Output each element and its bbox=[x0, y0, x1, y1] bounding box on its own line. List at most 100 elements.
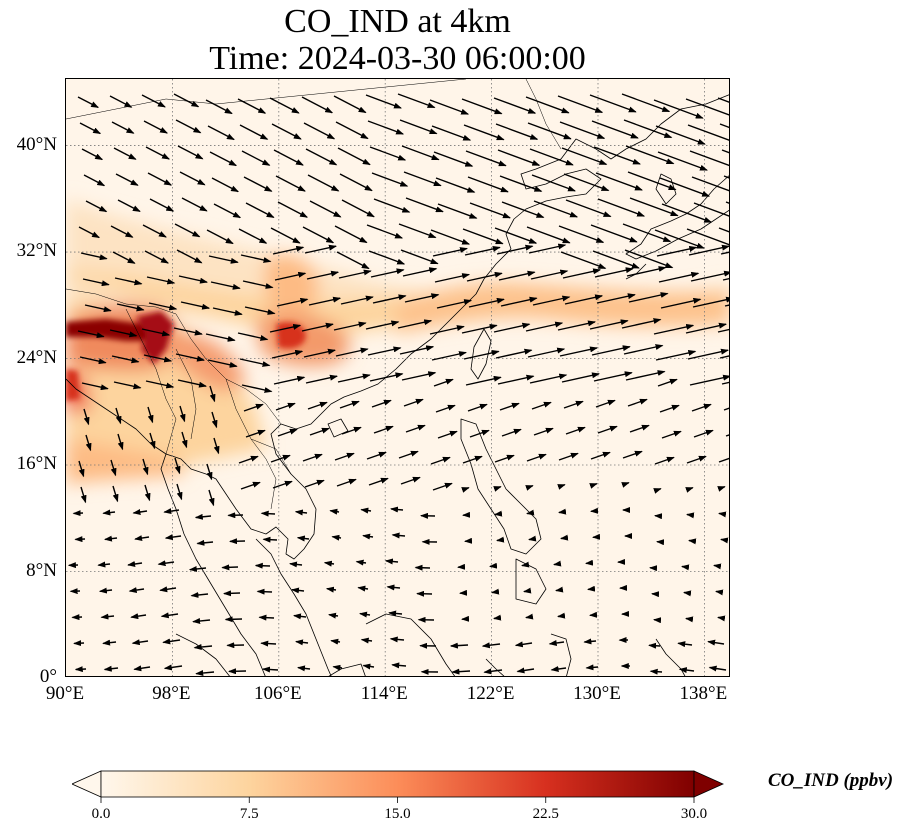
wind-arrow bbox=[623, 344, 664, 355]
wind-arrow bbox=[623, 119, 673, 139]
wind-arrow bbox=[212, 307, 243, 316]
wind-arrow bbox=[213, 203, 242, 219]
wind-arrow bbox=[399, 119, 438, 135]
wind-arrow bbox=[308, 296, 342, 306]
wind-arrow bbox=[368, 477, 389, 486]
wind-arrow bbox=[144, 484, 151, 502]
wind-arrow bbox=[433, 378, 454, 387]
wind-arrow bbox=[373, 198, 411, 213]
wind-arrow bbox=[142, 458, 149, 476]
wind-arrow bbox=[657, 378, 678, 387]
wind-arrow bbox=[260, 640, 277, 647]
wind-arrow bbox=[127, 561, 143, 567]
wind-arrow bbox=[295, 639, 309, 646]
colorbar-tick-label: 0.0 bbox=[91, 806, 111, 822]
wind-arrow bbox=[213, 437, 220, 455]
wind-arrow bbox=[162, 638, 181, 645]
wind-arrow bbox=[143, 120, 168, 134]
wind-arrow bbox=[498, 270, 536, 281]
wind-arrow bbox=[718, 511, 727, 518]
wind-arrow bbox=[692, 296, 729, 308]
wind-arrow bbox=[114, 277, 143, 286]
wind-arrow bbox=[527, 347, 566, 358]
wind-arrow bbox=[362, 663, 375, 670]
wind-arrow bbox=[77, 96, 99, 109]
wind-arrow bbox=[715, 589, 724, 596]
wind-arrow bbox=[177, 145, 204, 160]
wind-arrow bbox=[84, 304, 112, 313]
wind-arrow bbox=[241, 384, 273, 393]
wind-arrow bbox=[468, 297, 505, 308]
wind-arrow bbox=[304, 479, 325, 488]
wind-arrow bbox=[557, 484, 566, 490]
wind-arrow bbox=[365, 94, 402, 109]
wind-arrow bbox=[429, 99, 470, 115]
wind-arrow bbox=[691, 403, 712, 412]
wind-arrow bbox=[147, 172, 173, 186]
lon-tick-label: 98°E bbox=[152, 683, 191, 704]
wind-arrow bbox=[525, 321, 564, 332]
wind-arrow bbox=[690, 270, 729, 282]
wind-arrow bbox=[293, 613, 307, 620]
wind-arrow bbox=[113, 381, 142, 390]
wind-arrow bbox=[329, 508, 340, 515]
wind-arrow bbox=[659, 177, 711, 197]
map-panel[interactable] bbox=[65, 78, 730, 677]
wind-arrow bbox=[221, 564, 239, 571]
wind-arrow bbox=[436, 299, 473, 309]
wind-arrow bbox=[435, 177, 476, 193]
wind-arrow bbox=[289, 561, 303, 568]
wind-arrow bbox=[209, 151, 237, 167]
wind-arrow bbox=[111, 355, 140, 364]
wind-arrow bbox=[430, 229, 471, 245]
wind-arrow bbox=[528, 535, 537, 542]
wind-arrow bbox=[305, 148, 338, 166]
colorbar-tick-label: 15.0 bbox=[384, 806, 411, 822]
wind-arrow bbox=[109, 95, 133, 108]
colorbar bbox=[72, 770, 724, 803]
wind-arrow bbox=[497, 374, 535, 385]
wind-arrow bbox=[529, 148, 574, 166]
wind-arrow bbox=[493, 486, 502, 492]
wind-arrow bbox=[713, 563, 722, 570]
wind-arrow bbox=[526, 226, 571, 244]
wind-arrow bbox=[384, 558, 399, 565]
wind-arrow bbox=[243, 176, 273, 192]
wind-arrow bbox=[208, 489, 215, 507]
wind-arrow bbox=[560, 534, 569, 541]
colorbar-max-extension bbox=[693, 770, 724, 798]
wind-arrow bbox=[501, 428, 522, 437]
wind-arrow bbox=[271, 123, 302, 140]
wind-arrow bbox=[149, 198, 175, 212]
wind-arrow bbox=[559, 121, 606, 140]
wind-arrow bbox=[373, 425, 394, 434]
wind-arrow bbox=[302, 453, 323, 462]
wind-arrow bbox=[585, 664, 599, 671]
wind-arrow bbox=[528, 243, 567, 254]
wind-arrow bbox=[271, 349, 304, 359]
wind-arrow bbox=[77, 330, 105, 339]
wind-arrow bbox=[211, 411, 218, 429]
wind-arrow bbox=[362, 533, 374, 540]
wind-arrow bbox=[205, 333, 236, 342]
wind-arrow bbox=[461, 98, 503, 115]
wind-arrow bbox=[164, 534, 182, 541]
wind-arrow bbox=[195, 670, 215, 676]
wind-arrow bbox=[360, 507, 372, 514]
wind-arrow bbox=[465, 150, 507, 167]
wind-arrow bbox=[685, 98, 729, 118]
wind-arrow bbox=[685, 487, 694, 493]
wind-arrow bbox=[595, 172, 643, 191]
wind-arrow bbox=[145, 146, 170, 160]
wind-arrow bbox=[146, 276, 176, 285]
wind-arrow bbox=[115, 173, 139, 186]
wind-arrow bbox=[273, 149, 304, 166]
wind-arrow bbox=[277, 201, 308, 218]
wind-arrow bbox=[359, 611, 371, 618]
wind-arrow bbox=[525, 613, 534, 620]
wind-arrow bbox=[371, 399, 392, 408]
wind-arrow bbox=[391, 532, 406, 539]
wind-arrow bbox=[658, 271, 700, 283]
wind-arrow bbox=[532, 295, 571, 306]
wind-arrow bbox=[467, 176, 509, 193]
